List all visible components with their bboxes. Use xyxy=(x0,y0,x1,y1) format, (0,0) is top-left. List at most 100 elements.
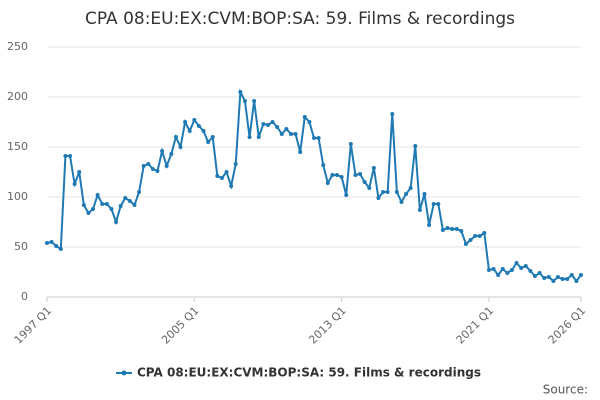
data-point xyxy=(417,208,422,212)
data-point xyxy=(155,169,160,173)
data-point xyxy=(454,227,459,231)
data-point xyxy=(394,190,399,194)
data-point xyxy=(81,203,86,207)
data-point xyxy=(440,228,445,232)
data-point xyxy=(532,274,537,278)
data-point xyxy=(321,163,326,167)
data-point xyxy=(252,99,257,103)
source-note: Source: xyxy=(543,383,588,397)
data-point xyxy=(219,176,224,180)
data-point xyxy=(463,242,468,246)
data-point xyxy=(330,173,335,177)
data-point xyxy=(362,180,367,184)
data-point xyxy=(49,240,54,244)
data-point xyxy=(555,275,560,279)
data-point xyxy=(353,173,358,177)
data-point xyxy=(316,136,321,140)
data-point xyxy=(339,175,344,179)
data-point xyxy=(505,271,510,275)
data-point xyxy=(413,144,418,148)
data-point xyxy=(399,200,404,204)
data-point xyxy=(160,149,165,153)
data-point xyxy=(196,124,201,128)
data-point xyxy=(560,277,565,281)
data-point xyxy=(72,182,77,186)
data-point xyxy=(192,118,197,122)
data-point xyxy=(215,174,220,178)
data-point xyxy=(256,135,261,139)
data-point xyxy=(86,211,91,215)
data-point xyxy=(95,193,100,197)
data-point xyxy=(542,276,547,280)
y-tick-label: 100 xyxy=(7,190,28,203)
data-point xyxy=(109,207,114,211)
data-point xyxy=(358,172,363,176)
data-point xyxy=(238,90,243,94)
data-point xyxy=(104,202,109,206)
x-tick-label: 2021 Q1 xyxy=(454,304,497,347)
data-point xyxy=(579,273,583,277)
data-point xyxy=(514,261,519,265)
data-point xyxy=(127,199,132,203)
x-tick-label: 2013 Q1 xyxy=(306,304,349,347)
data-point xyxy=(233,162,238,166)
data-point xyxy=(210,135,215,139)
data-point xyxy=(132,203,137,207)
data-point xyxy=(491,267,496,271)
data-point xyxy=(436,202,441,206)
data-point xyxy=(68,154,73,158)
legend-marker xyxy=(121,370,127,376)
data-point xyxy=(459,229,464,233)
x-tick-label: 1997 Q1 xyxy=(12,304,55,347)
data-point xyxy=(45,241,49,245)
y-tick-label: 200 xyxy=(7,90,28,103)
data-point xyxy=(574,279,579,283)
data-point xyxy=(390,112,395,116)
data-point xyxy=(284,127,289,131)
data-point xyxy=(509,268,514,272)
data-point xyxy=(486,268,491,272)
data-point xyxy=(275,125,280,129)
data-point xyxy=(114,220,119,224)
data-point xyxy=(169,152,174,156)
chart-title: CPA 08:EU:EX:CVM:BOP:SA: 59. Films & rec… xyxy=(85,9,515,29)
data-point xyxy=(224,170,229,174)
data-point xyxy=(537,271,542,275)
data-point xyxy=(54,244,59,248)
data-point xyxy=(496,273,501,277)
data-point xyxy=(367,186,372,190)
data-point xyxy=(482,231,487,235)
data-point xyxy=(58,247,63,251)
data-point xyxy=(302,115,307,119)
data-point xyxy=(288,132,293,136)
data-point xyxy=(293,132,298,136)
data-point xyxy=(77,170,82,174)
data-point xyxy=(279,132,284,136)
data-point xyxy=(427,223,432,227)
data-point xyxy=(335,173,340,177)
data-point xyxy=(173,135,178,139)
data-point xyxy=(445,226,450,230)
data-point xyxy=(408,186,413,190)
data-point xyxy=(450,227,455,231)
data-point xyxy=(325,181,330,185)
data-point xyxy=(183,120,188,124)
data-point xyxy=(344,193,349,197)
data-point xyxy=(565,277,570,281)
data-point xyxy=(146,162,151,166)
data-point xyxy=(137,190,142,194)
data-point xyxy=(270,120,275,124)
data-point xyxy=(523,264,528,268)
data-point xyxy=(187,129,192,133)
data-point xyxy=(63,154,68,158)
data-point xyxy=(468,238,473,242)
data-point xyxy=(201,129,206,133)
data-point xyxy=(206,140,211,144)
data-point xyxy=(178,145,183,149)
data-point xyxy=(500,267,505,271)
data-point xyxy=(404,192,409,196)
data-point xyxy=(164,164,169,168)
data-point xyxy=(307,120,312,124)
data-point xyxy=(141,164,146,168)
